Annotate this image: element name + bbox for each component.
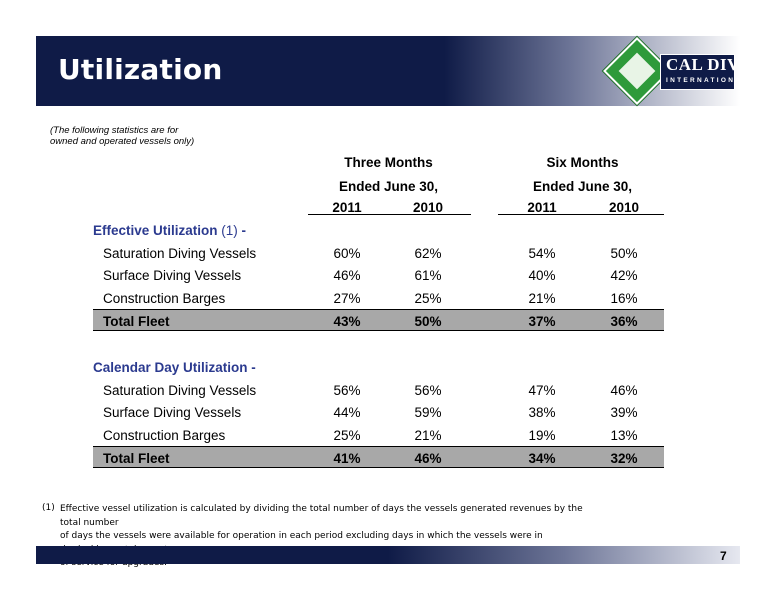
table-cell: 54% — [528, 246, 556, 261]
year-header-three-2011: 2011 — [332, 200, 362, 215]
table-cell: 46% — [610, 383, 638, 398]
table-cell: 27% — [333, 291, 361, 306]
table-cell: 59% — [414, 405, 442, 420]
row-label: Construction Barges — [103, 428, 226, 443]
year-header-three-2010: 2010 — [412, 200, 444, 215]
table-cell: 56% — [333, 383, 361, 398]
total-row-background — [93, 310, 664, 331]
total-cell: 37% — [528, 314, 556, 329]
table-cell: 60% — [333, 246, 361, 261]
three-months-underline — [308, 214, 471, 215]
note-line-2: owned and operated vessels only) — [50, 136, 195, 147]
section-title-calendar-day-utilization: Calendar Day Utilization - — [93, 360, 256, 375]
statistics-note: (The following statistics are for owned … — [50, 125, 194, 147]
total-row-label: Total Fleet — [103, 451, 170, 466]
table-cell: 13% — [610, 428, 638, 443]
table-cell: 19% — [528, 428, 556, 443]
year-header-six-2011: 2011 — [527, 200, 557, 215]
table-cell: 47% — [528, 383, 556, 398]
table-cell: 25% — [414, 291, 442, 306]
total-cell: 46% — [414, 451, 442, 466]
total-cell: 41% — [333, 451, 361, 466]
row-label: Construction Barges — [103, 291, 226, 306]
three-months-header: Three Months — [344, 155, 433, 170]
six-months-underline — [498, 214, 664, 215]
table-cell: 21% — [414, 428, 442, 443]
total-cell: 36% — [610, 314, 638, 329]
table-cell: 46% — [333, 268, 361, 283]
table-cell: 16% — [610, 291, 638, 306]
table-cell: 38% — [528, 405, 556, 420]
table-cell: 21% — [528, 291, 556, 306]
company-logo-box — [660, 54, 735, 90]
company-logo-subtitle: INTERNATIONAL — [666, 77, 749, 84]
page-title: Utilization — [58, 53, 223, 86]
three-months-subheader: Ended June 30, — [338, 179, 439, 194]
footnote-number: (1) — [42, 503, 55, 513]
row-label: Surface Diving Vessels — [103, 268, 242, 283]
footer-band — [36, 546, 740, 564]
row-label: Saturation Diving Vessels — [103, 246, 257, 261]
note-line-1: (The following statistics are for — [50, 125, 179, 136]
table-cell: 25% — [333, 428, 361, 443]
row-label: Surface Diving Vessels — [103, 405, 242, 420]
total-cell: 50% — [414, 314, 442, 329]
total-cell: 43% — [333, 314, 361, 329]
row-separator — [93, 309, 664, 310]
footnote-reference: (1) — [221, 223, 238, 238]
row-label: Saturation Diving Vessels — [103, 383, 257, 398]
table-cell: 40% — [528, 268, 556, 283]
total-row-label: Total Fleet — [103, 314, 170, 329]
footnote-line-1: Effective vessel utilization is calculat… — [60, 504, 583, 528]
table-cell: 61% — [414, 268, 442, 283]
total-cell: 34% — [528, 451, 556, 466]
year-header-six-2010: 2010 — [608, 200, 640, 215]
table-cell: 44% — [333, 405, 361, 420]
table-cell: 56% — [414, 383, 442, 398]
table-cell: 39% — [610, 405, 638, 420]
total-row-background — [93, 447, 664, 468]
section-title-effective-utilization: Effective Utilization (1) - — [93, 223, 247, 238]
total-cell: 32% — [610, 451, 638, 466]
six-months-header: Six Months — [546, 155, 619, 170]
table-cell: 62% — [414, 246, 442, 261]
table-cell: 50% — [610, 246, 638, 261]
page-number: 7 — [720, 549, 727, 563]
table-cell: 42% — [610, 268, 638, 283]
six-months-subheader: Ended June 30, — [532, 179, 633, 194]
company-logo-name: CAL DIVE — [666, 55, 752, 74]
row-separator — [93, 446, 664, 447]
